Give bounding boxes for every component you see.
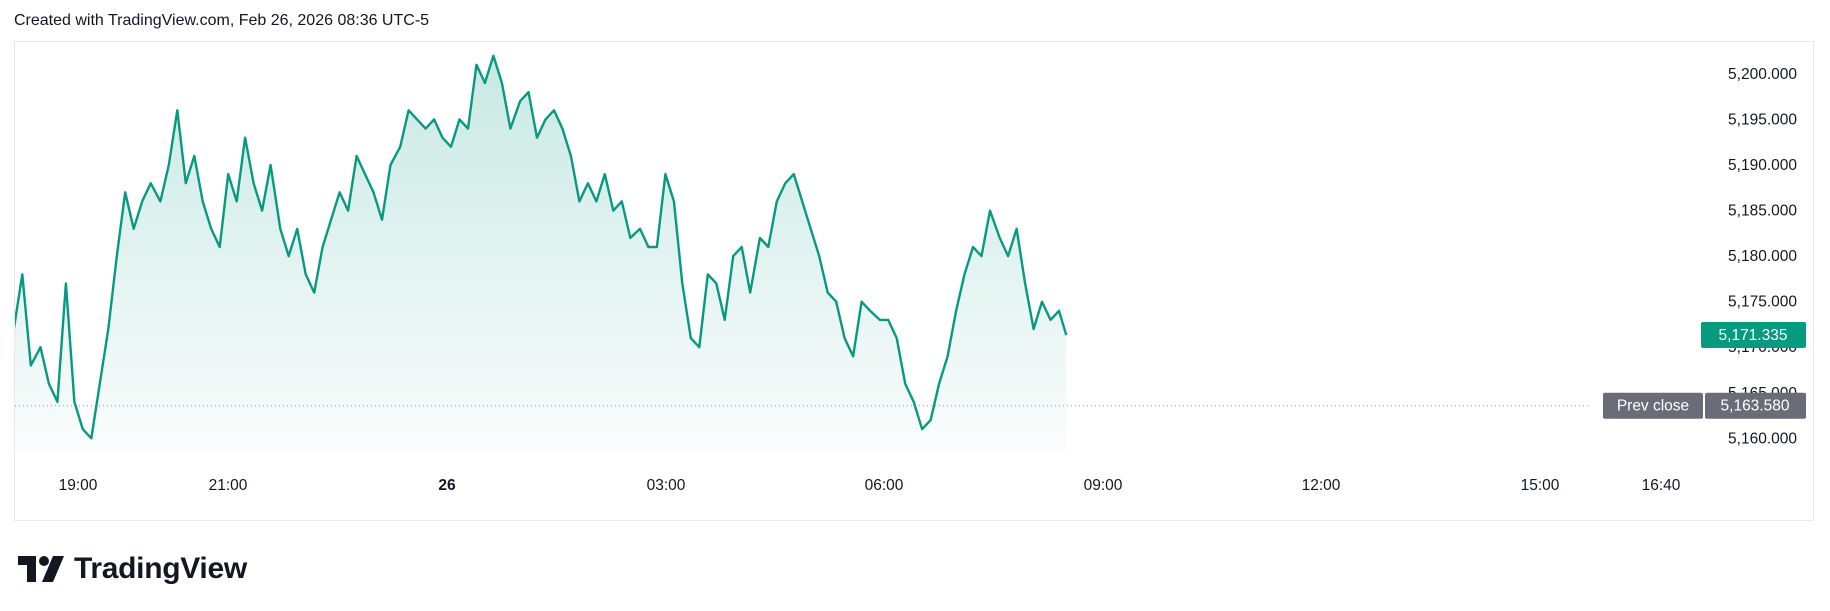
x-tick-label: 19:00	[59, 477, 98, 494]
y-tick-label: 5,180.000	[1728, 248, 1797, 265]
x-tick-label: 16:40	[1642, 477, 1681, 494]
x-tick-label: 12:00	[1302, 477, 1341, 494]
price-chart[interactable]: 5,200.000 5,195.000 5,190.000 5,185.000 5,18…	[15, 42, 1815, 522]
y-tick-label: 5,200.000	[1728, 66, 1797, 83]
y-tick-label: 5,195.000	[1728, 111, 1797, 128]
last-price-badge	[1701, 322, 1806, 349]
prev-close-label: 5,163.580	[1721, 398, 1790, 415]
price-line	[15, 54, 1068, 440]
x-tick-label: 26	[438, 477, 456, 494]
last-price-label: 5,171.335	[1719, 327, 1788, 344]
tradingview-logo[interactable]: TradingView	[18, 552, 247, 586]
price-area-fill	[15, 55, 1067, 452]
tradingview-logo-icon	[18, 556, 64, 582]
chart-frame[interactable]: 5,200.000 5,195.000 5,190.000 5,185.000 5,18…	[14, 41, 1814, 521]
chart-header-caption: Created with TradingView.com, Feb 26, 20…	[14, 12, 430, 29]
x-tick-label: 21:00	[209, 477, 248, 494]
x-tick-label: 03:00	[647, 477, 686, 494]
y-tick-label: 5,190.000	[1728, 157, 1797, 174]
x-tick-label: 15:00	[1521, 477, 1560, 494]
y-tick-label: 5,160.000	[1728, 430, 1797, 447]
x-tick-label: 06:00	[865, 477, 904, 494]
prev-close-tag-label: Prev close	[1617, 398, 1689, 415]
y-tick-label: 5,175.000	[1728, 294, 1797, 311]
prev-close-badge	[1705, 392, 1806, 419]
brand-name: TradingView	[74, 552, 247, 585]
prev-close-tag	[1603, 392, 1703, 419]
x-tick-label: 09:00	[1084, 477, 1123, 494]
y-tick-label: 5,185.000	[1728, 203, 1797, 220]
